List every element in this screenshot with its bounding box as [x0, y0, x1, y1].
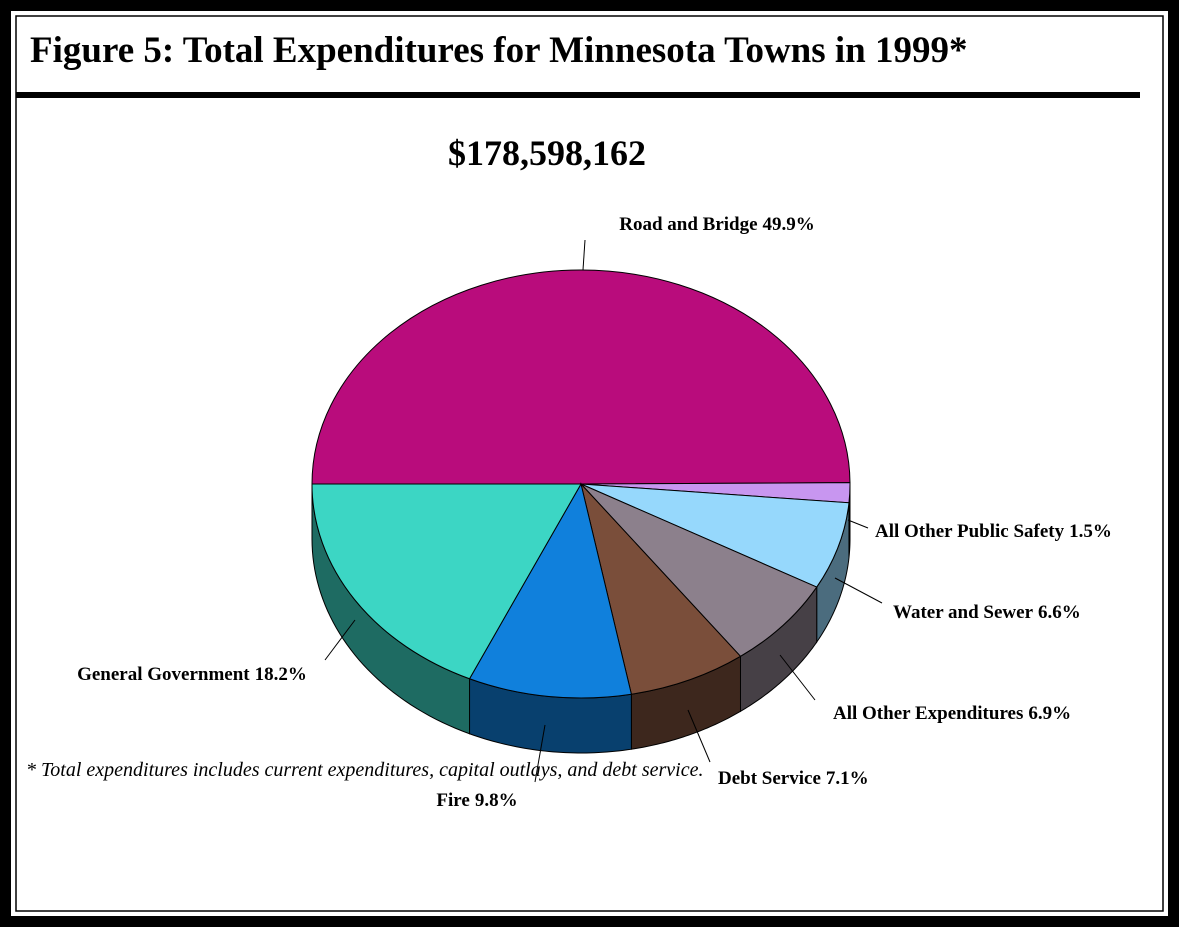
chart-title: Figure 5: Total Expenditures for Minneso… — [30, 30, 968, 71]
slice — [468, 482, 633, 699]
slice-label-name: Debt Service — [718, 768, 821, 789]
pie — [311, 269, 851, 754]
slice-label: Water and Sewer 6.6% — [893, 602, 1081, 623]
slice-label-value: 7.1% — [826, 768, 869, 789]
leader-line — [534, 724, 546, 783]
slice-label-name: General Government — [77, 664, 250, 685]
slice-label-value: 6.9% — [1028, 703, 1071, 724]
slice-label-value: 18.2% — [255, 664, 307, 685]
slice-label: All Other Expenditures 6.9% — [833, 703, 1071, 724]
leader-line — [687, 709, 711, 763]
slice-label: All Other Public Safety 1.5% — [875, 521, 1112, 542]
slice-label-name: All Other Public Safety — [875, 521, 1065, 542]
slice-label: General Government 18.2% — [77, 664, 307, 685]
slice-label-name: Water and Sewer — [893, 602, 1034, 623]
footnote: * Total expenditures includes current ex… — [26, 759, 703, 781]
slice-label: Debt Service 7.1% — [718, 768, 869, 789]
slice — [311, 269, 851, 485]
slice-label-name: Road and Bridge — [619, 214, 757, 235]
slice — [580, 483, 818, 657]
slice-label-name: Fire — [436, 790, 469, 811]
leader-line — [582, 239, 586, 271]
slice-label-value: 6.6% — [1038, 602, 1081, 623]
leader-line — [324, 619, 356, 661]
slice-label-value: 9.8% — [475, 790, 518, 811]
slice-label-value: 1.5% — [1069, 521, 1112, 542]
labels: Road and Bridge 49.9% All Other Public Saf… — [77, 214, 1112, 811]
chart-subtitle: $178,598,162 — [448, 133, 646, 173]
leader-line — [834, 577, 883, 604]
slice-label: Fire 9.8% — [436, 790, 517, 811]
slice — [311, 483, 582, 680]
slice — [580, 482, 742, 695]
leader-line — [847, 519, 869, 529]
slice — [580, 483, 850, 588]
title-rule — [16, 92, 1140, 98]
inner-border — [15, 15, 1164, 912]
slice-label-value: 49.9% — [763, 214, 815, 235]
leader-line — [779, 654, 816, 701]
slice-label-name: All Other Expenditures — [833, 703, 1023, 724]
slice-label: Road and Bridge 49.9% — [619, 214, 815, 235]
